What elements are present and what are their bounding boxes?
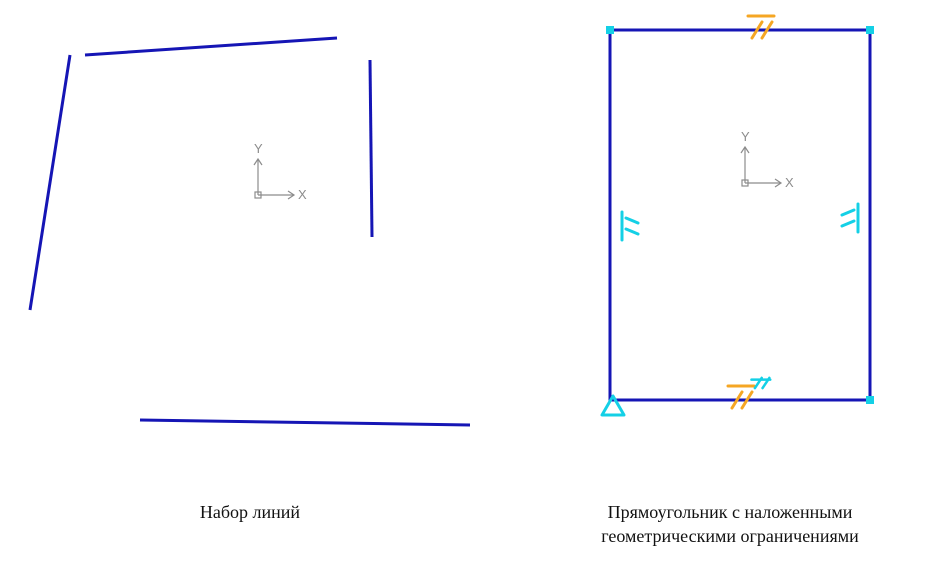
caption-right-line2: геометрическими ограничениями [601, 526, 859, 546]
corner-handle-br [866, 396, 874, 404]
caption-left-text: Набор линий [200, 502, 300, 522]
vertical-constraint-left-icon [622, 212, 638, 240]
loose-line-1 [85, 38, 337, 55]
left-panel: X Y [30, 38, 470, 425]
horizontal-constraint-bottom-icon [728, 386, 754, 408]
axis-gizmo-left: X Y [254, 141, 307, 202]
horizontal-constraint-top-icon [748, 16, 774, 38]
corner-handle-tl [606, 26, 614, 34]
right-panel: X Y [602, 16, 874, 415]
axis-y-label-left: Y [254, 141, 263, 156]
caption-left: Набор линий [80, 500, 420, 524]
scene-svg: X Y [0, 0, 932, 573]
diagram-canvas: X Y [0, 0, 932, 573]
caption-right: Прямоугольник с наложенными геометрическ… [530, 500, 930, 549]
corner-handle-tr [866, 26, 874, 34]
axis-x-label-left: X [298, 187, 307, 202]
caption-right-line1: Прямоугольник с наложенными [608, 502, 853, 522]
vertical-constraint-right-icon [842, 204, 858, 232]
axis-y-label-right: Y [741, 129, 750, 144]
constrained-rectangle [610, 30, 870, 400]
loose-line-2 [370, 60, 372, 237]
axis-gizmo-right: X Y [741, 129, 794, 190]
loose-line-3 [140, 420, 470, 425]
loose-line-0 [30, 55, 70, 310]
axis-x-label-right: X [785, 175, 794, 190]
